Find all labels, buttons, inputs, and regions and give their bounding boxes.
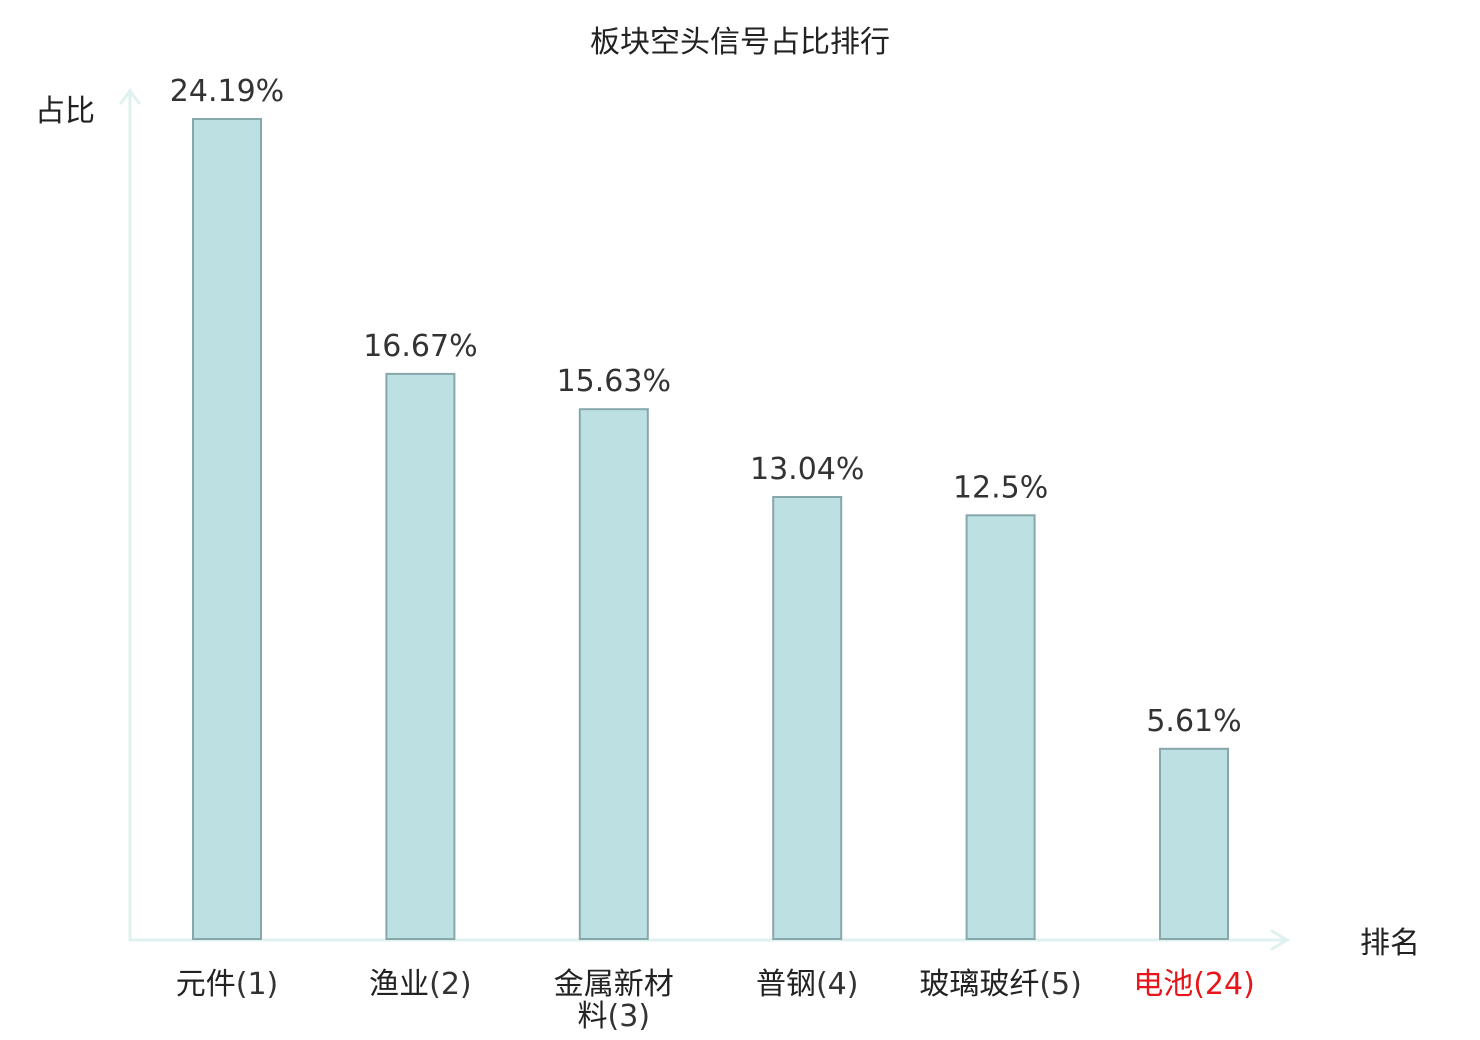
bar-4: [772, 496, 843, 940]
category-label-5: 玻璃玻纤(5): [919, 967, 1082, 1002]
chart-title: 板块空头信号占比排行: [590, 25, 890, 60]
category-label-3: 金属新材料(3): [554, 967, 674, 1034]
category-rank: (5): [1039, 967, 1082, 1002]
bar-6: [1159, 747, 1229, 940]
category-rank: (1): [236, 967, 279, 1002]
labels-group: 24.19% 元件(1) 16.67% 渔业(2) 15.63% 金属新材料(3) 13.0…: [170, 74, 1255, 1034]
bar-3: [578, 408, 649, 940]
bars-group: [192, 118, 1229, 940]
bar-value-label-3: 15.63%: [557, 364, 671, 399]
category-label-1: 元件(1): [176, 967, 279, 1002]
bar-1: [192, 118, 262, 940]
bar-value-label-1: 24.19%: [170, 74, 284, 109]
x-axis-arrowhead: [1270, 929, 1289, 951]
category-rank: (4): [816, 967, 859, 1002]
y-axis-arrowhead: [119, 89, 141, 105]
category-rank: (24): [1193, 967, 1255, 1002]
category-name: 料: [578, 999, 608, 1034]
category-name: 元件: [176, 967, 236, 1002]
category-rank: (3): [608, 999, 651, 1034]
category-name: 渔业: [369, 967, 429, 1002]
bar-value-label-6: 5.61%: [1146, 704, 1241, 739]
bar-2: [385, 372, 456, 940]
category-label-2: 渔业(2): [369, 967, 472, 1002]
bar-5: [965, 514, 1036, 940]
category-label-4: 普钢(4): [756, 967, 859, 1002]
bar-value-label-5: 12.5%: [953, 470, 1048, 505]
category-name: 玻璃玻纤: [919, 967, 1039, 1002]
category-name: 电池: [1133, 967, 1193, 1002]
bar-value-label-2: 16.67%: [363, 329, 477, 364]
bar-value-label-4: 13.04%: [750, 452, 864, 487]
y-axis-label: 占比: [35, 94, 95, 129]
category-name: 普钢: [756, 967, 816, 1002]
x-axis-label: 排名: [1360, 926, 1420, 961]
category-name: 金属新材: [554, 967, 674, 1002]
category-label-6: 电池(24): [1133, 967, 1255, 1002]
category-rank: (2): [429, 967, 472, 1002]
